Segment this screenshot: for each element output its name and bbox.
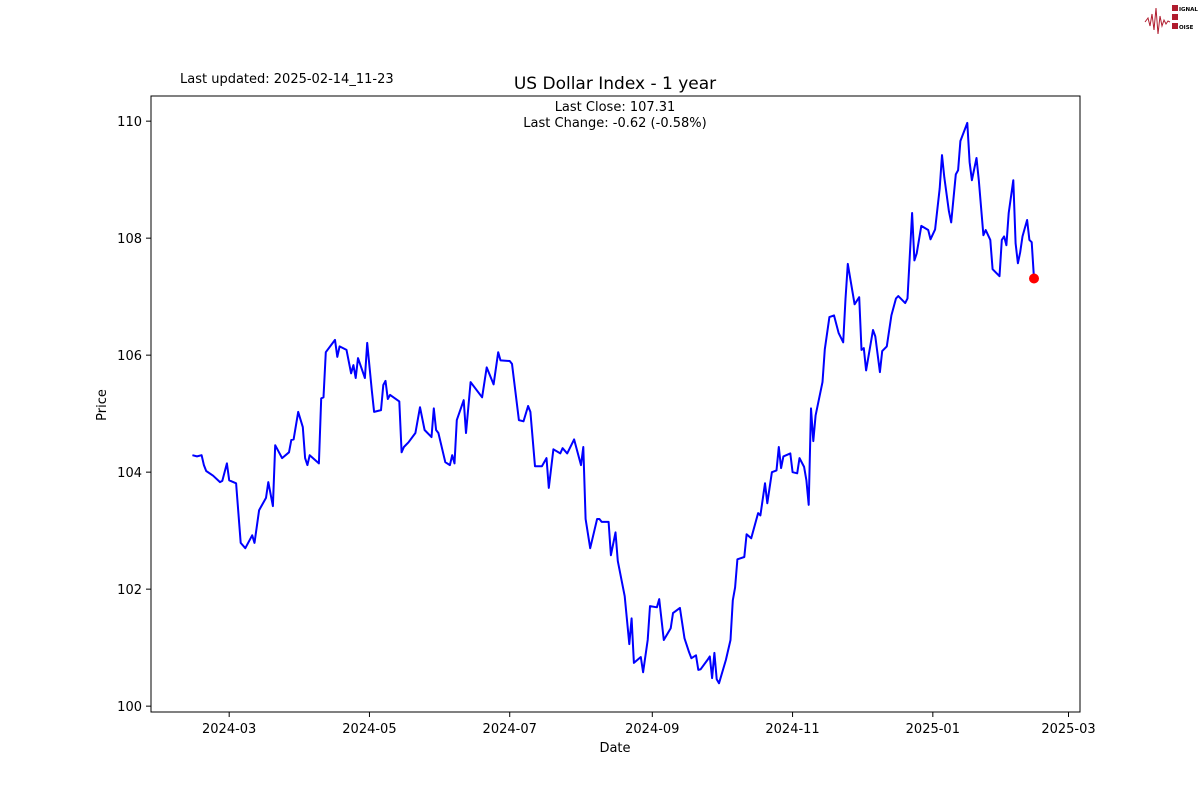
- x-axis: 2024-03 2024-05 2024-07 2024-09 2024-11 2025-…: [202, 712, 1096, 737]
- last-close-marker: [1029, 273, 1040, 284]
- y-axis: 100 102 104 106 108 110: [117, 115, 151, 715]
- y-tick-label: 106: [117, 349, 142, 364]
- y-tick-label: 110: [117, 115, 142, 130]
- x-tick-label: 2024-09: [625, 722, 679, 737]
- last-updated-note: Last updated: 2025-02-14_11-23: [180, 72, 394, 87]
- last-close-annotation: Last Close: 107.31: [555, 100, 676, 115]
- chart-title: US Dollar Index - 1 year: [514, 74, 716, 94]
- plot-frame: [150, 95, 1081, 713]
- signal-2-noise-logo: IGNAL OISE: [1144, 5, 1198, 35]
- x-tick-label: 2024-07: [483, 722, 537, 737]
- x-axis-label: Date: [599, 741, 630, 756]
- svg-text:OISE: OISE: [1179, 25, 1194, 31]
- last-change-annotation: Last Change: -0.62 (-0.58%): [523, 116, 706, 131]
- x-tick-label: 2024-03: [202, 722, 256, 737]
- x-tick-label: 2025-01: [906, 722, 960, 737]
- y-tick-label: 104: [117, 466, 142, 481]
- x-tick-label: 2024-05: [342, 722, 396, 737]
- y-axis-label: Price: [95, 389, 110, 421]
- plot-area: 2024-03 2024-05 2024-07 2024-09 2024-11 2025-…: [117, 95, 1096, 737]
- y-tick-label: 108: [117, 232, 142, 247]
- x-tick-label: 2024-11: [765, 722, 819, 737]
- svg-text:IGNAL: IGNAL: [1179, 7, 1198, 13]
- y-tick-label: 102: [117, 583, 142, 598]
- x-tick-label: 2025-03: [1041, 722, 1095, 737]
- series-line: [192, 121, 1035, 685]
- y-tick-label: 100: [117, 700, 142, 715]
- logo-wave-icon: [1144, 7, 1171, 35]
